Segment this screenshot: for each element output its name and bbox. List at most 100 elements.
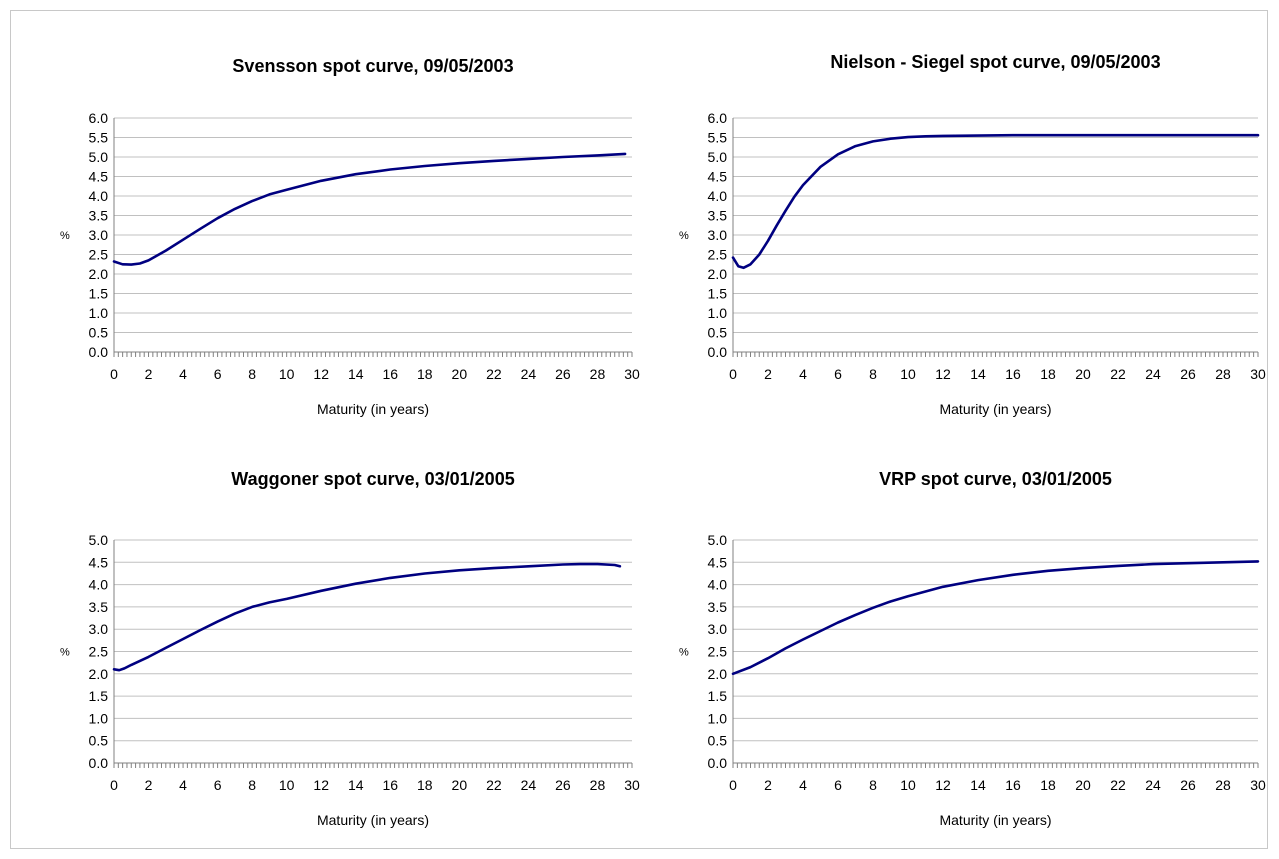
x-tick-label: 6 <box>214 366 222 382</box>
x-tick-label: 28 <box>1215 366 1231 382</box>
y-axis-label: % <box>679 647 689 659</box>
x-axis-label: Maturity (in years) <box>939 812 1051 828</box>
y-tick-label: 0.5 <box>89 325 109 341</box>
x-tick-label: 0 <box>110 366 118 382</box>
x-tick-label: 18 <box>417 777 433 793</box>
x-tick-label: 4 <box>799 366 807 382</box>
x-axis-label: Maturity (in years) <box>939 401 1051 417</box>
y-tick-label: 5.5 <box>89 130 109 146</box>
y-tick-label: 0.0 <box>89 344 109 360</box>
x-tick-label: 26 <box>1180 366 1196 382</box>
y-tick-label: 1.5 <box>708 688 728 704</box>
x-axis-label: Maturity (in years) <box>317 812 429 828</box>
y-tick-label: 0.0 <box>708 344 728 360</box>
x-tick-label: 18 <box>1040 777 1056 793</box>
series-line <box>731 560 1260 676</box>
x-tick-label: 4 <box>179 777 187 793</box>
x-tick-label: 12 <box>313 366 329 382</box>
figure-frame <box>10 10 1268 849</box>
x-tick-label: 24 <box>1145 777 1161 793</box>
x-tick-label: 20 <box>452 366 468 382</box>
x-tick-label: 6 <box>834 366 842 382</box>
y-tick-label: 3.0 <box>89 621 109 637</box>
x-tick-label: 14 <box>348 366 364 382</box>
x-tick-label: 8 <box>869 777 877 793</box>
x-tick-label: 18 <box>417 366 433 382</box>
x-tick-label: 10 <box>900 366 916 382</box>
x-tick-label: 10 <box>279 777 295 793</box>
y-tick-label: 0.5 <box>708 325 728 341</box>
y-tick-label: 4.0 <box>89 188 109 204</box>
x-tick-label: 20 <box>452 777 468 793</box>
x-tick-label: 16 <box>1005 366 1021 382</box>
x-tick-label: 24 <box>521 777 537 793</box>
y-tick-label: 3.5 <box>708 599 728 615</box>
chart-2: Nielson - Siegel spot curve, 09/05/2003 0… <box>679 52 1266 417</box>
y-tick-label: 2.5 <box>708 247 728 263</box>
y-axis-label: % <box>60 230 70 242</box>
y-tick-label: 4.0 <box>89 577 109 593</box>
y-axis-label: % <box>679 230 689 242</box>
y-tick-label: 2.5 <box>89 247 109 263</box>
y-tick-label: 2.5 <box>89 644 109 660</box>
series-line <box>731 133 1260 270</box>
y-tick-label: 1.5 <box>708 286 728 302</box>
series-line <box>112 562 622 672</box>
chart-3: Waggoner spot curve, 03/01/2005 0.0 0.5 1.0… <box>60 469 640 828</box>
x-tick-label: 0 <box>729 777 737 793</box>
x-tick-label: 2 <box>145 777 153 793</box>
y-tick-label: 5.5 <box>708 130 728 146</box>
x-tick-label: 28 <box>590 777 606 793</box>
x-tick-label: 0 <box>110 777 118 793</box>
y-tick-label: 2.0 <box>708 266 728 282</box>
x-tick-label: 26 <box>555 777 571 793</box>
y-axis-label: % <box>60 647 70 659</box>
x-tick-label: 22 <box>1110 777 1126 793</box>
x-tick-label: 26 <box>1180 777 1196 793</box>
x-tick-label: 12 <box>935 366 951 382</box>
y-tick-label: 1.0 <box>708 305 728 321</box>
y-tick-label: 5.0 <box>708 532 728 548</box>
x-tick-label: 28 <box>1215 777 1231 793</box>
x-tick-label: 4 <box>799 777 807 793</box>
y-tick-label: 4.5 <box>89 169 109 185</box>
y-tick-label: 6.0 <box>89 110 109 126</box>
y-tick-label: 1.0 <box>89 710 109 726</box>
y-tick-label: 2.0 <box>708 666 728 682</box>
y-tick-label: 5.0 <box>89 149 109 165</box>
chart-4: VRP spot curve, 03/01/2005 0.0 0.5 1.0 1.5 2.… <box>679 469 1266 828</box>
x-tick-label: 8 <box>248 366 256 382</box>
x-tick-label: 8 <box>869 366 877 382</box>
y-tick-label: 1.0 <box>708 710 728 726</box>
x-tick-label: 4 <box>179 366 187 382</box>
x-tick-label: 2 <box>764 366 772 382</box>
x-tick-label: 16 <box>1005 777 1021 793</box>
chart-title: Nielson - Siegel spot curve, 09/05/2003 <box>830 52 1160 72</box>
y-tick-label: 4.0 <box>708 188 728 204</box>
x-tick-label: 12 <box>935 777 951 793</box>
y-tick-label: 0.0 <box>708 755 728 771</box>
y-tick-label: 0.5 <box>89 733 109 749</box>
y-tick-label: 3.0 <box>89 227 109 243</box>
x-tick-label: 26 <box>555 366 571 382</box>
y-tick-label: 0.0 <box>89 755 109 771</box>
x-tick-label: 30 <box>624 366 640 382</box>
y-tick-label: 4.5 <box>708 169 728 185</box>
y-tick-label: 4.5 <box>89 554 109 570</box>
chart-title: Waggoner spot curve, 03/01/2005 <box>231 469 514 489</box>
x-tick-label: 0 <box>729 366 737 382</box>
y-tick-label: 4.5 <box>708 554 728 570</box>
x-tick-label: 6 <box>214 777 222 793</box>
x-tick-label: 10 <box>900 777 916 793</box>
y-tick-label: 1.5 <box>89 688 109 704</box>
x-tick-label: 24 <box>1145 366 1161 382</box>
y-tick-label: 4.0 <box>708 577 728 593</box>
y-tick-label: 3.0 <box>708 621 728 637</box>
x-tick-label: 14 <box>348 777 364 793</box>
y-tick-label: 3.5 <box>708 208 728 224</box>
x-tick-label: 20 <box>1075 366 1091 382</box>
series-line <box>112 152 627 266</box>
y-tick-label: 3.5 <box>89 208 109 224</box>
y-tick-label: 5.0 <box>708 149 728 165</box>
chart-title: Svensson spot curve, 09/05/2003 <box>232 56 513 76</box>
